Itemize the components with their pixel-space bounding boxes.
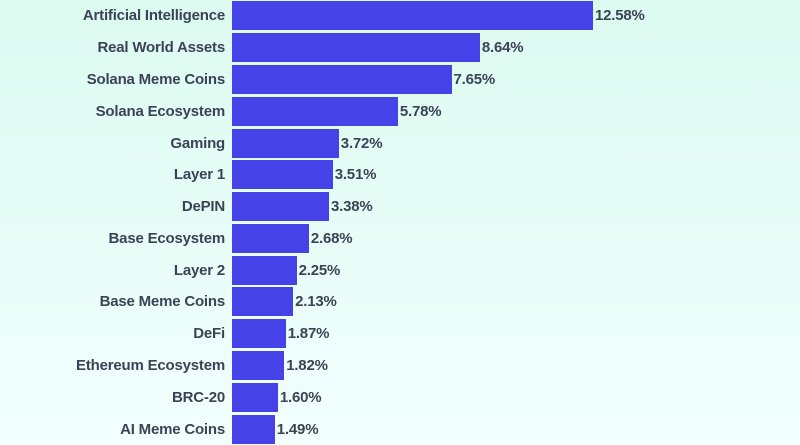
bar[interactable] [232,33,480,63]
bar[interactable] [232,255,297,285]
bar[interactable] [232,319,286,349]
value-label: 2.13% [295,293,337,311]
chart-row: Base Ecosystem 2.68% [0,222,800,254]
bar-area: 5.78% [232,95,800,127]
bar-area: 3.51% [232,159,800,191]
category-label: Base Meme Coins [99,293,226,311]
value-label: 7.65% [453,70,496,88]
chart-row: Real World Assets 8.64% [0,32,800,64]
chart-row: DePIN 3.38% [0,191,800,223]
bar-area: 1.82% [232,350,800,382]
value-label: 8.64% [481,39,524,57]
value-label: 2.68% [310,229,353,247]
category-label: Solana Ecosystem [95,102,226,120]
bar[interactable] [232,350,285,380]
value-label: 1.87% [287,325,330,343]
chart-row: Solana Ecosystem 5.78% [0,95,800,127]
category-label: AI Meme Coins [120,420,225,438]
bar[interactable] [232,223,309,253]
category-label: BRC-20 [172,388,225,406]
category-label: Real World Assets [97,39,226,57]
chart-row: Artificial Intelligence 12.58% [0,0,800,32]
bar-area: 12.58% [232,0,800,32]
bar[interactable] [232,64,452,94]
category-label: Base Ecosystem [108,229,226,247]
value-label: 1.49% [276,420,319,438]
category-label: DePIN [181,198,225,216]
value-label: 3.38% [331,198,373,216]
category-label: Layer 2 [173,261,225,279]
bar-area: 7.65% [232,64,800,96]
category-label: Ethereum Ecosystem [76,356,225,374]
value-label: 3.51% [334,166,377,184]
category-label: DeFi [193,325,225,343]
bar-area: 2.25% [232,254,800,286]
category-label: Solana Meme Coins [86,70,226,88]
value-label: 3.72% [340,134,383,152]
chart-row: Base Meme Coins 2.13% [0,286,800,318]
bar-area: 8.64% [232,32,800,64]
category-label: Layer 1 [173,166,225,184]
bar[interactable] [232,414,275,444]
bar-area: 2.13% [232,286,800,318]
chart-row: Ethereum Ecosystem 1.82% [0,350,800,382]
value-label: 5.78% [399,102,442,120]
value-label: 1.60% [279,388,322,406]
bar[interactable] [232,382,278,412]
chart-row: AI Meme Coins 1.49% [0,413,800,445]
bar-area: 3.72% [232,127,800,159]
value-label: 1.82% [286,356,328,374]
chart-row: Gaming 3.72% [0,127,800,159]
category-label: Gaming [170,134,225,152]
bar[interactable] [232,160,333,190]
bar[interactable] [232,287,294,317]
bar-area: 2.68% [232,222,800,254]
bar-area: 1.87% [232,318,800,350]
bar[interactable] [232,96,398,126]
chart-row: BRC-20 1.60% [0,381,800,413]
value-label: 12.58% [595,7,645,25]
bar[interactable] [232,1,593,31]
bar-area: 1.49% [232,413,800,445]
category-label: Artificial Intelligence [82,7,225,25]
bar-area: 3.38% [232,191,800,223]
bar-area: 1.60% [232,381,800,413]
bar[interactable] [232,192,329,222]
chart-row: Solana Meme Coins 7.65% [0,64,800,96]
chart-row: Layer 1 3.51% [0,159,800,191]
chart-row: DeFi 1.87% [0,318,800,350]
chart-row: Layer 2 2.25% [0,254,800,286]
bar[interactable] [232,128,339,158]
value-label: 2.25% [298,261,341,279]
